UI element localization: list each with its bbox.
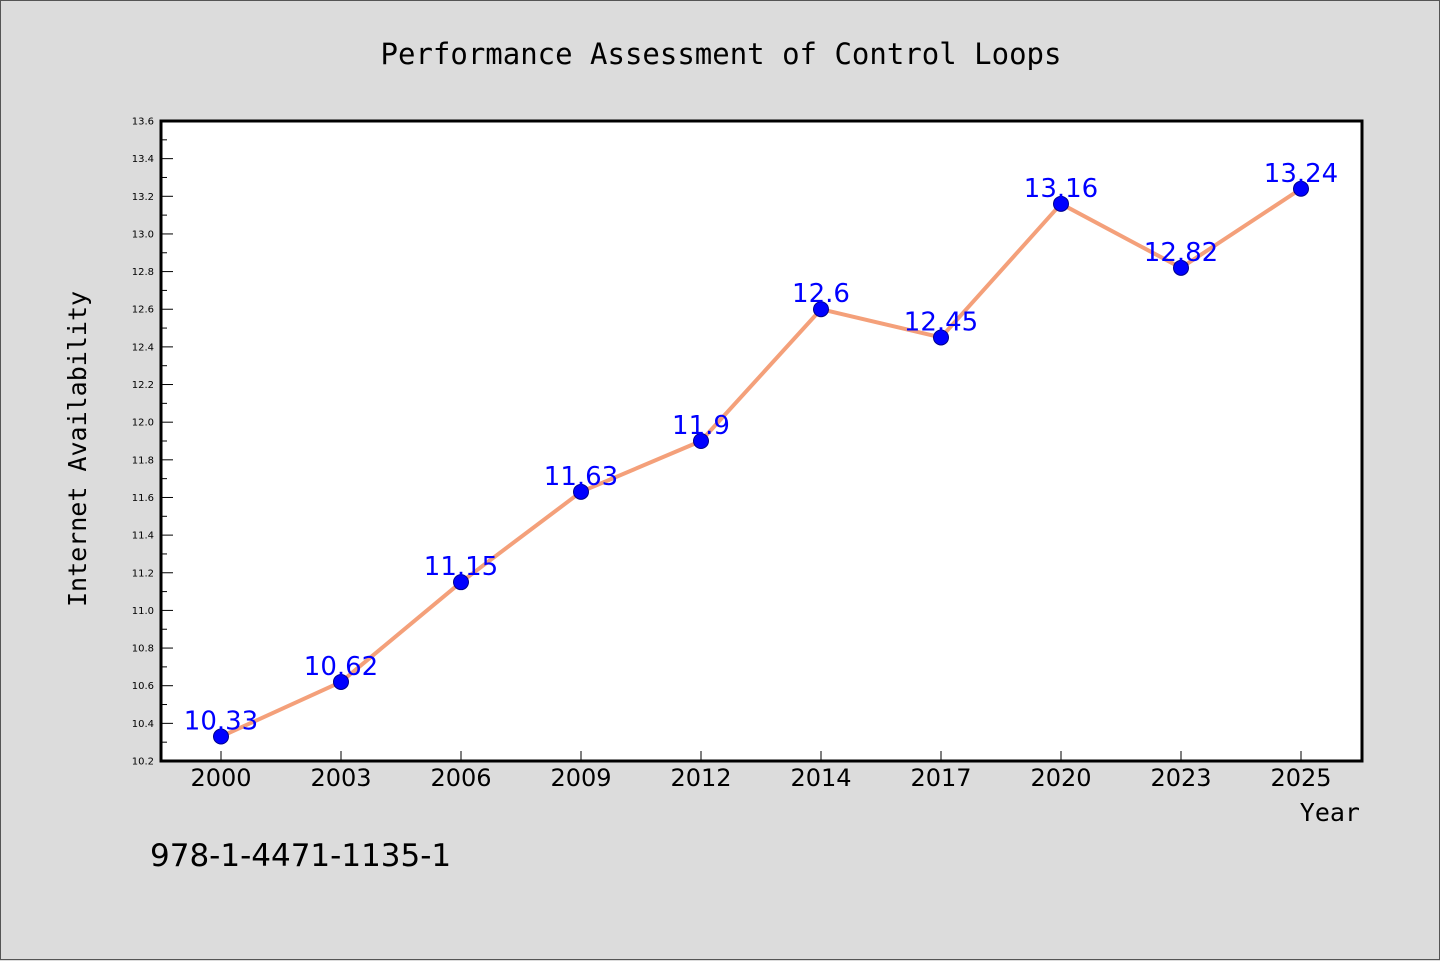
data-point-marker <box>1293 180 1309 197</box>
y-axis-ticks: 10.2 10.4 10.6 10.8 11.0 11.2 11.4 11.6 11.8 12.0… <box>132 117 173 768</box>
data-point-marker <box>1173 259 1189 276</box>
data-label: 12.82 <box>1144 238 1218 268</box>
y-tick-label: 12.8 <box>132 267 154 278</box>
x-tick-label: 2020 <box>1030 764 1091 792</box>
series-layer: 10.33 10.62 11.15 11.63 11.9 12.6 12.45 13.16 12… <box>184 159 1338 745</box>
y-tick-label: 10.4 <box>132 719 154 730</box>
y-tick-label: 13.4 <box>132 154 154 165</box>
y-tick-label: 13.0 <box>132 229 154 240</box>
data-label: 13.24 <box>1264 159 1338 189</box>
data-label: 13.16 <box>1024 174 1098 204</box>
y-tick-label: 13.6 <box>132 117 154 128</box>
y-tick-label: 10.6 <box>132 681 154 692</box>
data-label: 11.9 <box>672 411 730 441</box>
chart-title: Performance Assessment of Control Loops <box>381 37 1062 71</box>
y-axis-label: Internet Availability <box>63 291 92 607</box>
x-axis-ticks: 2000 2003 2006 2009 2012 2014 2017 2020 2023 2025 <box>190 751 1332 792</box>
y-tick-label: 10.2 <box>132 757 154 768</box>
series-line <box>219 186 1303 739</box>
x-axis-label: Year <box>1300 798 1360 827</box>
y-tick-label: 12.4 <box>132 342 154 353</box>
data-point-marker <box>693 433 709 449</box>
data-point-marker <box>573 483 589 500</box>
plot-area <box>161 121 1362 761</box>
x-tick-label: 2000 <box>190 764 251 792</box>
x-tick-label: 2014 <box>790 764 851 792</box>
data-point-marker <box>813 301 829 318</box>
y-tick-label: 13.2 <box>132 192 154 203</box>
y-tick-label: 11.4 <box>132 531 154 542</box>
isbn-text: 978-1-4471-1135-1 <box>150 838 451 874</box>
data-point-marker <box>1053 195 1069 212</box>
y-tick-label: 11.2 <box>132 568 154 579</box>
y-tick-label: 12.6 <box>132 305 154 316</box>
y-tick-label: 11.8 <box>132 455 154 466</box>
y-tick-label: 10.8 <box>132 644 154 655</box>
data-label: 10.62 <box>304 652 378 682</box>
y-tick-label: 12.2 <box>132 380 154 391</box>
data-label: 12.6 <box>792 279 850 309</box>
y-tick-label: 12.0 <box>132 418 154 429</box>
data-point-marker <box>933 329 949 346</box>
x-tick-label: 2025 <box>1270 764 1331 792</box>
y-tick-label: 11.0 <box>132 606 154 617</box>
data-label: 12.45 <box>904 307 978 337</box>
x-tick-label: 2003 <box>310 764 371 792</box>
x-tick-label: 2012 <box>670 764 731 792</box>
x-tick-label: 2017 <box>910 764 971 792</box>
plot-frame <box>159 119 1364 763</box>
data-point-marker <box>213 728 229 745</box>
data-label: 11.63 <box>544 462 618 492</box>
x-tick-label: 2023 <box>1150 764 1211 792</box>
x-tick-label: 2006 <box>430 764 491 792</box>
y-tick-label: 11.6 <box>132 493 154 504</box>
data-point-marker <box>453 574 469 591</box>
data-point-marker <box>333 673 349 690</box>
data-label: 10.33 <box>184 707 258 737</box>
data-label: 11.15 <box>424 552 498 582</box>
x-tick-label: 2009 <box>550 764 611 792</box>
